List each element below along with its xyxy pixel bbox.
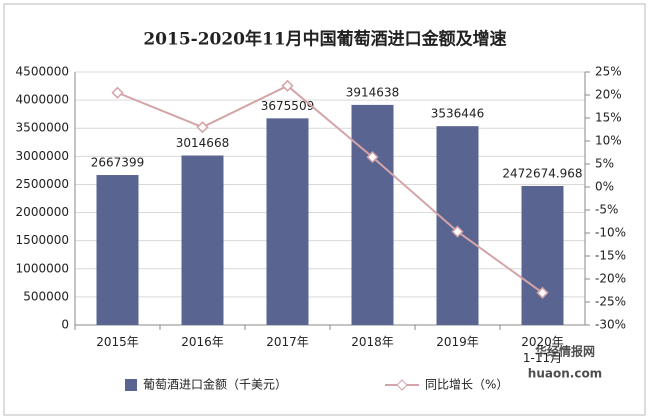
line-marker <box>366 151 379 164</box>
line-marker <box>111 86 124 99</box>
y2-tick-label: 10% <box>595 134 622 148</box>
bar <box>96 175 139 325</box>
bar <box>351 104 394 325</box>
y-tick-label: 1500000 <box>16 233 69 247</box>
value-label: 3914638 <box>346 85 399 99</box>
y2-tick-label: 20% <box>595 88 622 102</box>
bar <box>266 118 309 326</box>
legend-swatch <box>125 379 137 391</box>
value-label: 2667399 <box>91 156 144 170</box>
y2-tick-label: 0% <box>595 180 614 194</box>
x-tick-label: 2018年 <box>351 335 394 349</box>
value-label: 3014668 <box>176 136 229 150</box>
legend-label: 葡萄酒进口金额（千美元） <box>143 377 287 392</box>
y2-tick-label: -10% <box>595 226 626 240</box>
line-marker <box>196 121 209 134</box>
watermark: 华经情报网 <box>535 344 595 359</box>
y2-tick-label: -5% <box>595 203 618 217</box>
y2-tick-label: 25% <box>595 65 622 79</box>
value-label: 2472674.968 <box>502 166 582 180</box>
line-marker <box>281 79 294 92</box>
y-tick-label: 500000 <box>23 289 69 303</box>
y-tick-label: 2000000 <box>16 205 69 219</box>
y2-tick-label: -25% <box>595 295 626 309</box>
y2-tick-label: 15% <box>595 111 622 125</box>
y2-tick-label: -20% <box>595 272 626 286</box>
y-tick-label: 0 <box>61 318 69 332</box>
bar <box>521 185 564 325</box>
line-marker <box>451 225 464 238</box>
line-marker <box>536 286 549 299</box>
y-tick-label: 1000000 <box>16 261 69 275</box>
y2-tick-label: -15% <box>595 249 626 263</box>
chart-title: 2015-2020年11月中国葡萄酒进口金额及增速 <box>143 29 506 50</box>
watermark: huaon.com <box>528 367 602 381</box>
y-tick-label: 3500000 <box>16 121 69 135</box>
x-tick-label: 2016年 <box>181 335 224 349</box>
y2-tick-label: 5% <box>595 157 614 171</box>
value-label: 3536446 <box>431 107 484 121</box>
y-tick-label: 2500000 <box>16 177 69 191</box>
x-tick-label: 2019年 <box>436 335 479 349</box>
x-tick-label: 2020年 1-11月 <box>521 335 564 365</box>
value-label: 3675509 <box>261 99 314 113</box>
x-tick-label: 2015年 <box>96 335 139 349</box>
y-tick-label: 4000000 <box>16 93 69 107</box>
y2-tick-label: -30% <box>595 318 626 332</box>
bar <box>181 155 224 325</box>
legend-marker <box>396 379 408 391</box>
line <box>117 84 544 294</box>
y-tick-label: 3000000 <box>16 149 69 163</box>
y-tick-label: 4500000 <box>16 65 69 79</box>
legend-label: 同比增长（%） <box>425 378 508 392</box>
x-tick-label: 2017年 <box>266 335 309 349</box>
